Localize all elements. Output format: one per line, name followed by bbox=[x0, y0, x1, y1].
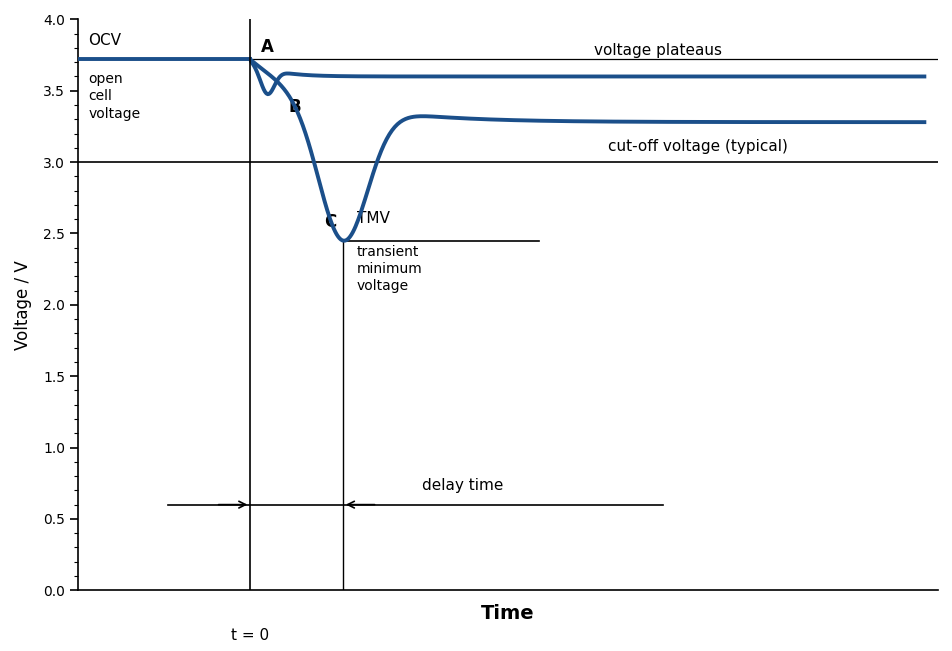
Text: C: C bbox=[325, 213, 337, 230]
Text: open
cell
voltage: open cell voltage bbox=[89, 72, 141, 121]
Text: OCV: OCV bbox=[89, 33, 122, 48]
Text: voltage plateaus: voltage plateaus bbox=[594, 43, 723, 59]
Text: B: B bbox=[288, 98, 301, 117]
Text: TMV: TMV bbox=[357, 212, 389, 227]
Text: cut-off voltage (typical): cut-off voltage (typical) bbox=[608, 139, 787, 154]
Text: delay time: delay time bbox=[422, 478, 504, 493]
Text: t = 0: t = 0 bbox=[231, 628, 269, 643]
X-axis label: Time: Time bbox=[482, 604, 535, 623]
Y-axis label: Voltage / V: Voltage / V bbox=[14, 260, 31, 350]
Text: A: A bbox=[261, 38, 273, 57]
Text: transient
minimum
voltage: transient minimum voltage bbox=[357, 245, 423, 294]
